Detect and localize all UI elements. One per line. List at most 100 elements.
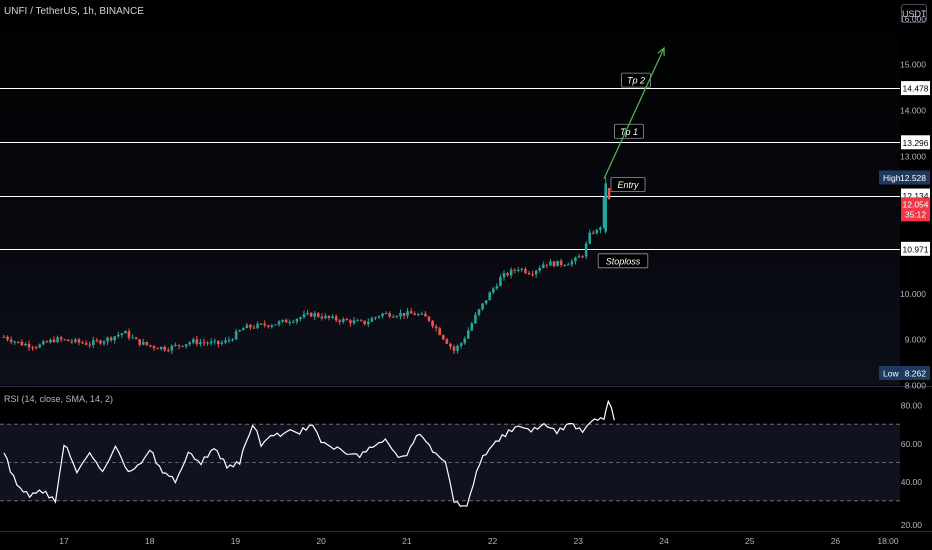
candle-body xyxy=(388,313,392,317)
candle-body xyxy=(77,339,81,343)
rsi-tick-label: 40.00 xyxy=(901,477,923,487)
candle-body xyxy=(527,272,531,275)
price-tick-label: 10.000 xyxy=(900,289,926,299)
candle-body xyxy=(556,260,559,267)
candle-body xyxy=(63,339,67,341)
candle-body xyxy=(274,324,277,326)
candle-body xyxy=(91,340,95,346)
candle-body xyxy=(281,319,284,322)
rsi-indicator-title[interactable]: RSI (14, close, SMA, 14, 2) xyxy=(4,394,114,404)
time-tick-label: 20 xyxy=(316,536,326,546)
level-label: Tp 1 xyxy=(620,127,638,137)
candle-body xyxy=(363,320,367,325)
candle-body xyxy=(420,313,424,315)
candle-body xyxy=(306,312,309,315)
candle-body xyxy=(49,339,52,343)
candle-body xyxy=(574,257,577,262)
candle-body xyxy=(170,345,174,351)
price-tick-label: 15.000 xyxy=(900,60,926,70)
low-tag xyxy=(879,365,930,380)
candle-body xyxy=(424,313,427,317)
candle-body xyxy=(220,342,224,345)
candle-body xyxy=(74,339,77,342)
candle-body xyxy=(131,337,134,339)
candle-body xyxy=(520,268,524,270)
candle-body xyxy=(595,229,599,234)
time-tick-label: 22 xyxy=(488,536,498,546)
candle-body xyxy=(356,320,359,322)
candle-body xyxy=(227,340,231,342)
price-tick-label: 14.000 xyxy=(900,106,926,116)
candle-body xyxy=(338,320,342,322)
candle-body xyxy=(102,341,106,344)
countdown: 35:12 xyxy=(905,209,927,219)
candle-body xyxy=(441,335,445,340)
candle-body xyxy=(138,339,142,345)
symbol-title[interactable]: UNFI / TetherUS, 1h, BINANCE xyxy=(4,6,144,17)
candle-body xyxy=(449,343,452,347)
candle-body xyxy=(38,344,42,348)
candle-body xyxy=(231,339,234,341)
candle-body xyxy=(13,341,17,343)
candle-body xyxy=(284,319,288,323)
candle-body xyxy=(552,261,556,267)
level-label-box xyxy=(610,177,646,192)
candle-body xyxy=(541,264,545,269)
candle-body xyxy=(27,343,31,348)
candle-body xyxy=(31,347,34,349)
level-label: Entry xyxy=(617,180,639,190)
candle-body xyxy=(581,256,584,258)
time-tick-label: 17 xyxy=(59,536,69,546)
high-value: 12.528 xyxy=(900,173,926,183)
candle-body xyxy=(438,328,442,336)
level-label-box xyxy=(621,72,651,88)
candle-body xyxy=(481,303,484,310)
candle-body xyxy=(316,313,320,317)
candle-body xyxy=(359,320,363,322)
candle-body xyxy=(163,346,167,351)
last-price-tag xyxy=(901,197,930,222)
candle-body xyxy=(434,326,438,329)
candle-body xyxy=(559,260,563,266)
candle-body xyxy=(202,342,206,344)
candle-body xyxy=(141,341,145,345)
candle-body xyxy=(24,343,27,346)
candle-body xyxy=(413,313,417,316)
candle-body xyxy=(9,339,13,343)
candle-body xyxy=(484,300,488,304)
candle-body xyxy=(416,314,420,316)
candle-body xyxy=(159,346,163,350)
candle-body xyxy=(6,336,9,340)
projection-arrow-head xyxy=(657,46,665,57)
candle-body xyxy=(499,277,502,287)
candle-body xyxy=(249,324,252,328)
candle-body xyxy=(474,314,477,324)
candle-body xyxy=(538,268,542,271)
candle-body xyxy=(352,320,356,324)
candle-body xyxy=(2,336,6,338)
candle-body xyxy=(70,341,74,343)
time-tick-label: 26 xyxy=(831,536,841,546)
currency-button[interactable]: USDT xyxy=(901,4,927,23)
candle-body xyxy=(495,286,499,289)
candle-body xyxy=(381,313,384,317)
rsi-line xyxy=(3,399,615,507)
time-tick-label: 18 xyxy=(145,536,155,546)
candle-body xyxy=(166,350,170,352)
candle-body xyxy=(607,187,611,200)
candle-body xyxy=(184,344,188,347)
price-tick-label: 8.000 xyxy=(905,381,927,391)
candle-body xyxy=(113,336,117,341)
candle-body xyxy=(577,256,581,258)
level-price-tag xyxy=(901,241,930,256)
candle-body xyxy=(406,311,409,316)
candle-body xyxy=(384,313,388,315)
level-price-value: 13.296 xyxy=(903,138,929,148)
candle-body xyxy=(302,314,306,318)
candle-body xyxy=(295,319,299,322)
candle-body xyxy=(431,320,434,327)
candle-body xyxy=(95,340,99,342)
rsi-tick-label: 60.00 xyxy=(901,439,923,449)
candle-body xyxy=(259,323,263,325)
